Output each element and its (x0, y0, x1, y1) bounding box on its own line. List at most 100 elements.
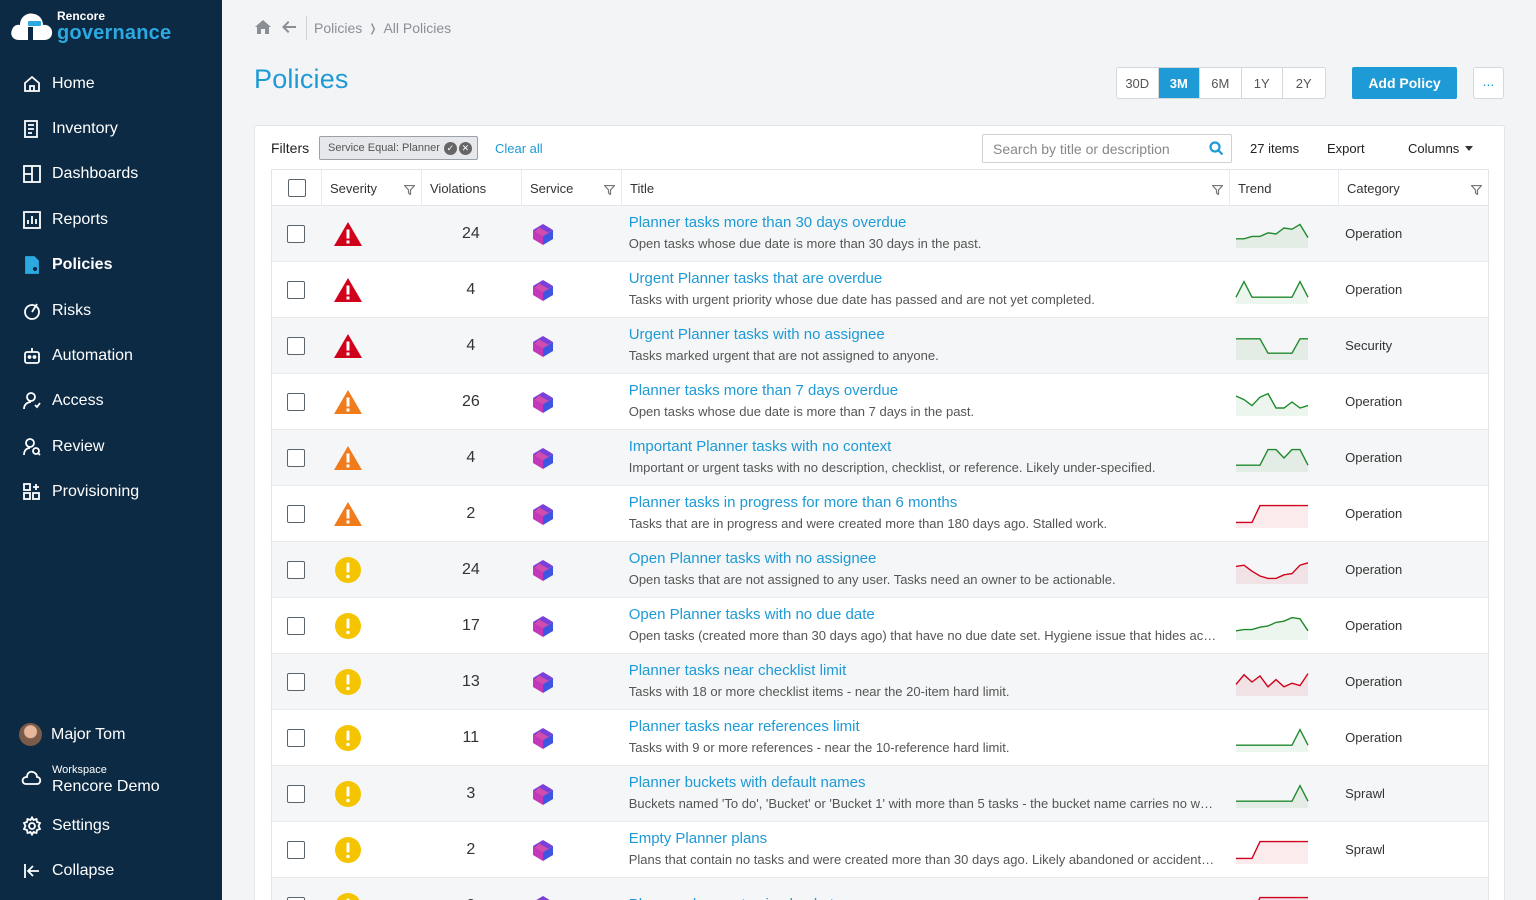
breadcrumb-parent[interactable]: Policies (314, 20, 363, 36)
policy-title-link[interactable]: Planner tasks near references limit (628, 718, 860, 735)
row-checkbox[interactable] (287, 784, 306, 803)
row-checkbox[interactable] (287, 672, 306, 691)
sidebar-item-policies[interactable]: Policies (0, 243, 222, 288)
sidebar-item-access[interactable]: Access (0, 379, 222, 424)
cloud-icon (21, 769, 43, 792)
header-title[interactable]: Title (621, 170, 1229, 206)
sidebar-item-settings[interactable]: Settings (0, 803, 222, 848)
gear-icon (21, 815, 43, 837)
search-input[interactable] (993, 140, 1203, 157)
add-policy-button[interactable]: Add Policy (1352, 67, 1457, 99)
table-row[interactable]: 2 Planner plans not using buckets Sprawl (271, 878, 1489, 900)
trend-sparkline (1236, 448, 1309, 472)
severity-cell (321, 654, 421, 709)
search-icon[interactable] (1209, 141, 1224, 161)
range-6m-button[interactable]: 6M (1200, 68, 1242, 98)
table-row[interactable]: 13 Planner tasks near checklist limit Task… (271, 654, 1489, 710)
category-cell: Sprawl (1345, 842, 1385, 857)
table-row[interactable]: 4 Important Planner tasks with no context… (271, 430, 1489, 486)
workspace-switcher[interactable]: Workspace Rencore Demo (0, 757, 222, 803)
table-row[interactable]: 4 Urgent Planner tasks with no assignee Ta… (271, 318, 1489, 374)
range-3m-button[interactable]: 3M (1158, 68, 1200, 98)
sidebar-item-reports[interactable]: Reports (0, 197, 222, 242)
table-row[interactable]: 26 Planner tasks more than 7 days overdue… (271, 374, 1489, 430)
policy-title-link[interactable]: Planner buckets with default names (628, 774, 866, 791)
row-checkbox[interactable] (287, 280, 306, 299)
row-checkbox[interactable] (287, 728, 306, 747)
row-checkbox[interactable] (287, 896, 306, 900)
row-checkbox[interactable] (287, 504, 306, 523)
close-icon[interactable]: ✕ (458, 141, 472, 155)
filter-chip[interactable]: Service Equal: Planner ✓ ✕ (319, 136, 478, 160)
policy-title-link[interactable]: Open Planner tasks with no assignee (628, 550, 877, 567)
row-select-cell (272, 262, 321, 317)
header-trend[interactable]: Trend (1229, 170, 1338, 206)
policy-title-link[interactable]: Important Planner tasks with no context (628, 438, 892, 455)
policy-title-link[interactable]: Planner tasks near checklist limit (628, 662, 847, 679)
row-checkbox[interactable] (287, 840, 306, 859)
header-service[interactable]: Service (521, 170, 621, 206)
row-checkbox[interactable] (287, 560, 306, 579)
sidebar-item-label: Collapse (52, 862, 115, 880)
sidebar-item-automation[interactable]: Automation (0, 333, 222, 378)
category-cell: Operation (1345, 450, 1403, 465)
clear-all-link[interactable]: Clear all (495, 141, 543, 156)
row-checkbox[interactable] (287, 392, 306, 411)
filter-icon[interactable] (603, 183, 616, 196)
policy-title-link[interactable]: Open Planner tasks with no due date (628, 606, 875, 623)
table-row[interactable]: 2 Empty Planner plans Plans that contain n… (271, 822, 1489, 878)
range-30d-button[interactable]: 30D (1117, 68, 1159, 98)
check-icon[interactable]: ✓ (443, 141, 457, 155)
home-icon[interactable] (254, 19, 272, 38)
sidebar-item-collapse[interactable]: Collapse (0, 848, 222, 893)
rencore-logo[interactable]: Rencore governance (9, 6, 171, 46)
category-cell: Operation (1345, 730, 1403, 745)
filter-icon[interactable] (1470, 183, 1483, 196)
back-arrow-icon[interactable] (280, 19, 298, 38)
policy-title-link[interactable]: Planner tasks in progress for more than … (628, 494, 958, 511)
trend-area (1258, 897, 1309, 900)
table-row[interactable]: 24 Planner tasks more than 30 days overdu… (271, 206, 1489, 262)
row-checkbox[interactable] (287, 336, 306, 355)
sidebar-item-review[interactable]: Review (0, 424, 222, 469)
planner-icon (532, 503, 553, 525)
policy-title-link[interactable]: Planner tasks more than 7 days overdue (628, 382, 899, 399)
violations-count: 26 (461, 392, 480, 410)
sidebar-item-home[interactable]: Home (0, 61, 222, 106)
policy-title-link[interactable]: Planner plans not using buckets (629, 896, 842, 900)
range-1y-button[interactable]: 1Y (1242, 68, 1283, 98)
row-checkbox[interactable] (287, 224, 306, 243)
table-row[interactable]: 4 Urgent Planner tasks that are overdue Ta… (271, 262, 1489, 318)
policy-title-link[interactable]: Empty Planner plans (628, 830, 768, 847)
range-2y-button[interactable]: 2Y (1295, 75, 1312, 91)
policy-title-link[interactable]: Planner tasks more than 30 days overdue (628, 214, 907, 231)
more-options-button[interactable]: ... (1473, 67, 1504, 99)
table-row[interactable]: 17 Open Planner tasks with no due date Ope… (271, 598, 1489, 654)
user-profile[interactable]: Major Tom (0, 712, 222, 757)
home-icon (21, 73, 43, 95)
table-row[interactable]: 3 Planner buckets with default names Bucke… (271, 766, 1489, 822)
header-violations[interactable]: Violations (421, 170, 521, 206)
row-checkbox[interactable] (287, 616, 306, 635)
policy-title-link[interactable]: Urgent Planner tasks with no assignee (628, 326, 885, 343)
policy-title-link[interactable]: Urgent Planner tasks that are overdue (628, 270, 883, 287)
header-category[interactable]: Category (1338, 170, 1489, 206)
sidebar-item-provisioning[interactable]: Provisioning (0, 470, 222, 515)
select-all-checkbox[interactable] (287, 179, 306, 197)
collapse-icon (21, 860, 43, 882)
export-button[interactable]: Export (1327, 141, 1365, 156)
table-row[interactable]: 24 Open Planner tasks with no assignee Ope… (271, 542, 1489, 598)
filter-icon[interactable] (1211, 183, 1224, 196)
sidebar-item-risks[interactable]: Risks (0, 288, 222, 333)
violations-count: 2 (421, 878, 521, 900)
category-cell: Operation (1345, 674, 1403, 689)
sidebar-item-dashboards[interactable]: Dashboards (0, 152, 222, 197)
table-row[interactable]: 2 Planner tasks in progress for more than… (271, 486, 1489, 542)
columns-dropdown[interactable]: Columns (1408, 141, 1474, 156)
table-row[interactable]: 11 Planner tasks near references limit Tas… (271, 710, 1489, 766)
row-checkbox[interactable] (287, 448, 306, 467)
header-severity[interactable]: Severity (321, 170, 421, 206)
workspace-label: Workspace (52, 764, 107, 776)
filter-icon[interactable] (403, 183, 416, 196)
sidebar-item-inventory[interactable]: Inventory (0, 106, 222, 151)
